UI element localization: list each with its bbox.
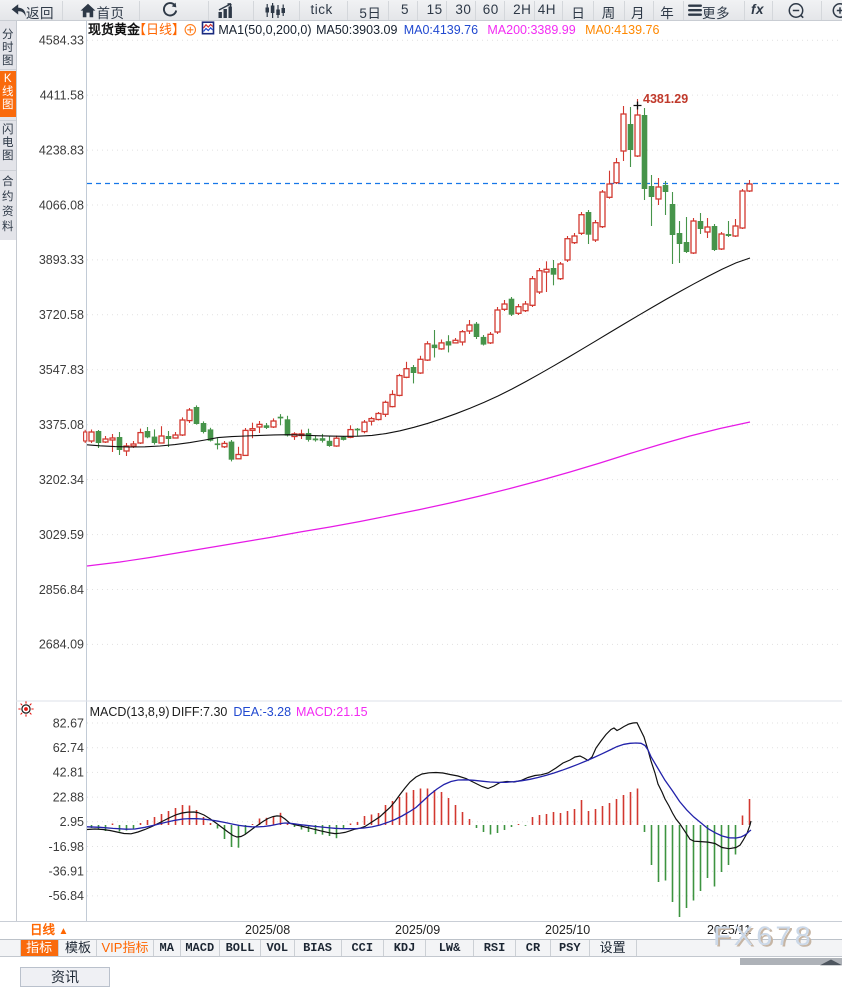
- svg-text:MA50:3903.09: MA50:3903.09: [316, 23, 397, 37]
- svg-text:3375.08: 3375.08: [39, 418, 84, 432]
- svg-text:4584.33: 4584.33: [39, 34, 84, 48]
- svg-text:3202.34: 3202.34: [39, 473, 84, 487]
- svg-text:DEA:-3.28: DEA:-3.28: [233, 705, 291, 719]
- svg-text:现货黄金: 现货黄金: [88, 22, 141, 37]
- svg-text:MACD(13,8,9): MACD(13,8,9): [90, 705, 170, 719]
- svg-text:【日线】: 【日线】: [133, 22, 185, 37]
- svg-text:-56.84: -56.84: [49, 889, 84, 903]
- svg-text:3893.33: 3893.33: [39, 253, 84, 267]
- svg-text:82.67: 82.67: [53, 716, 84, 730]
- svg-text:3547.83: 3547.83: [39, 363, 84, 377]
- svg-text:62.74: 62.74: [53, 741, 84, 755]
- svg-text:MA0:4139.76: MA0:4139.76: [404, 23, 478, 37]
- svg-text:DIFF:7.30: DIFF:7.30: [172, 705, 228, 719]
- svg-text:4381.29: 4381.29: [643, 92, 688, 106]
- svg-text:MA0:4139.76: MA0:4139.76: [585, 23, 659, 37]
- svg-text:4411.58: 4411.58: [40, 88, 84, 102]
- svg-text:2.95: 2.95: [60, 815, 84, 829]
- svg-text:42.81: 42.81: [53, 766, 84, 780]
- svg-text:3029.59: 3029.59: [39, 528, 84, 542]
- svg-text:3720.58: 3720.58: [39, 308, 84, 322]
- svg-text:22.88: 22.88: [53, 790, 84, 804]
- svg-text:MA200:3389.99: MA200:3389.99: [487, 23, 575, 37]
- svg-text:2856.84: 2856.84: [39, 583, 84, 597]
- svg-text:MA1(50,0,200,0): MA1(50,0,200,0): [218, 23, 311, 37]
- svg-text:2684.09: 2684.09: [39, 638, 84, 652]
- svg-text:MACD:21.15: MACD:21.15: [296, 705, 368, 719]
- svg-text:-36.91: -36.91: [49, 865, 84, 879]
- svg-text:4066.08: 4066.08: [39, 198, 84, 212]
- svg-text:4238.83: 4238.83: [39, 143, 84, 157]
- svg-text:-16.98: -16.98: [49, 840, 84, 854]
